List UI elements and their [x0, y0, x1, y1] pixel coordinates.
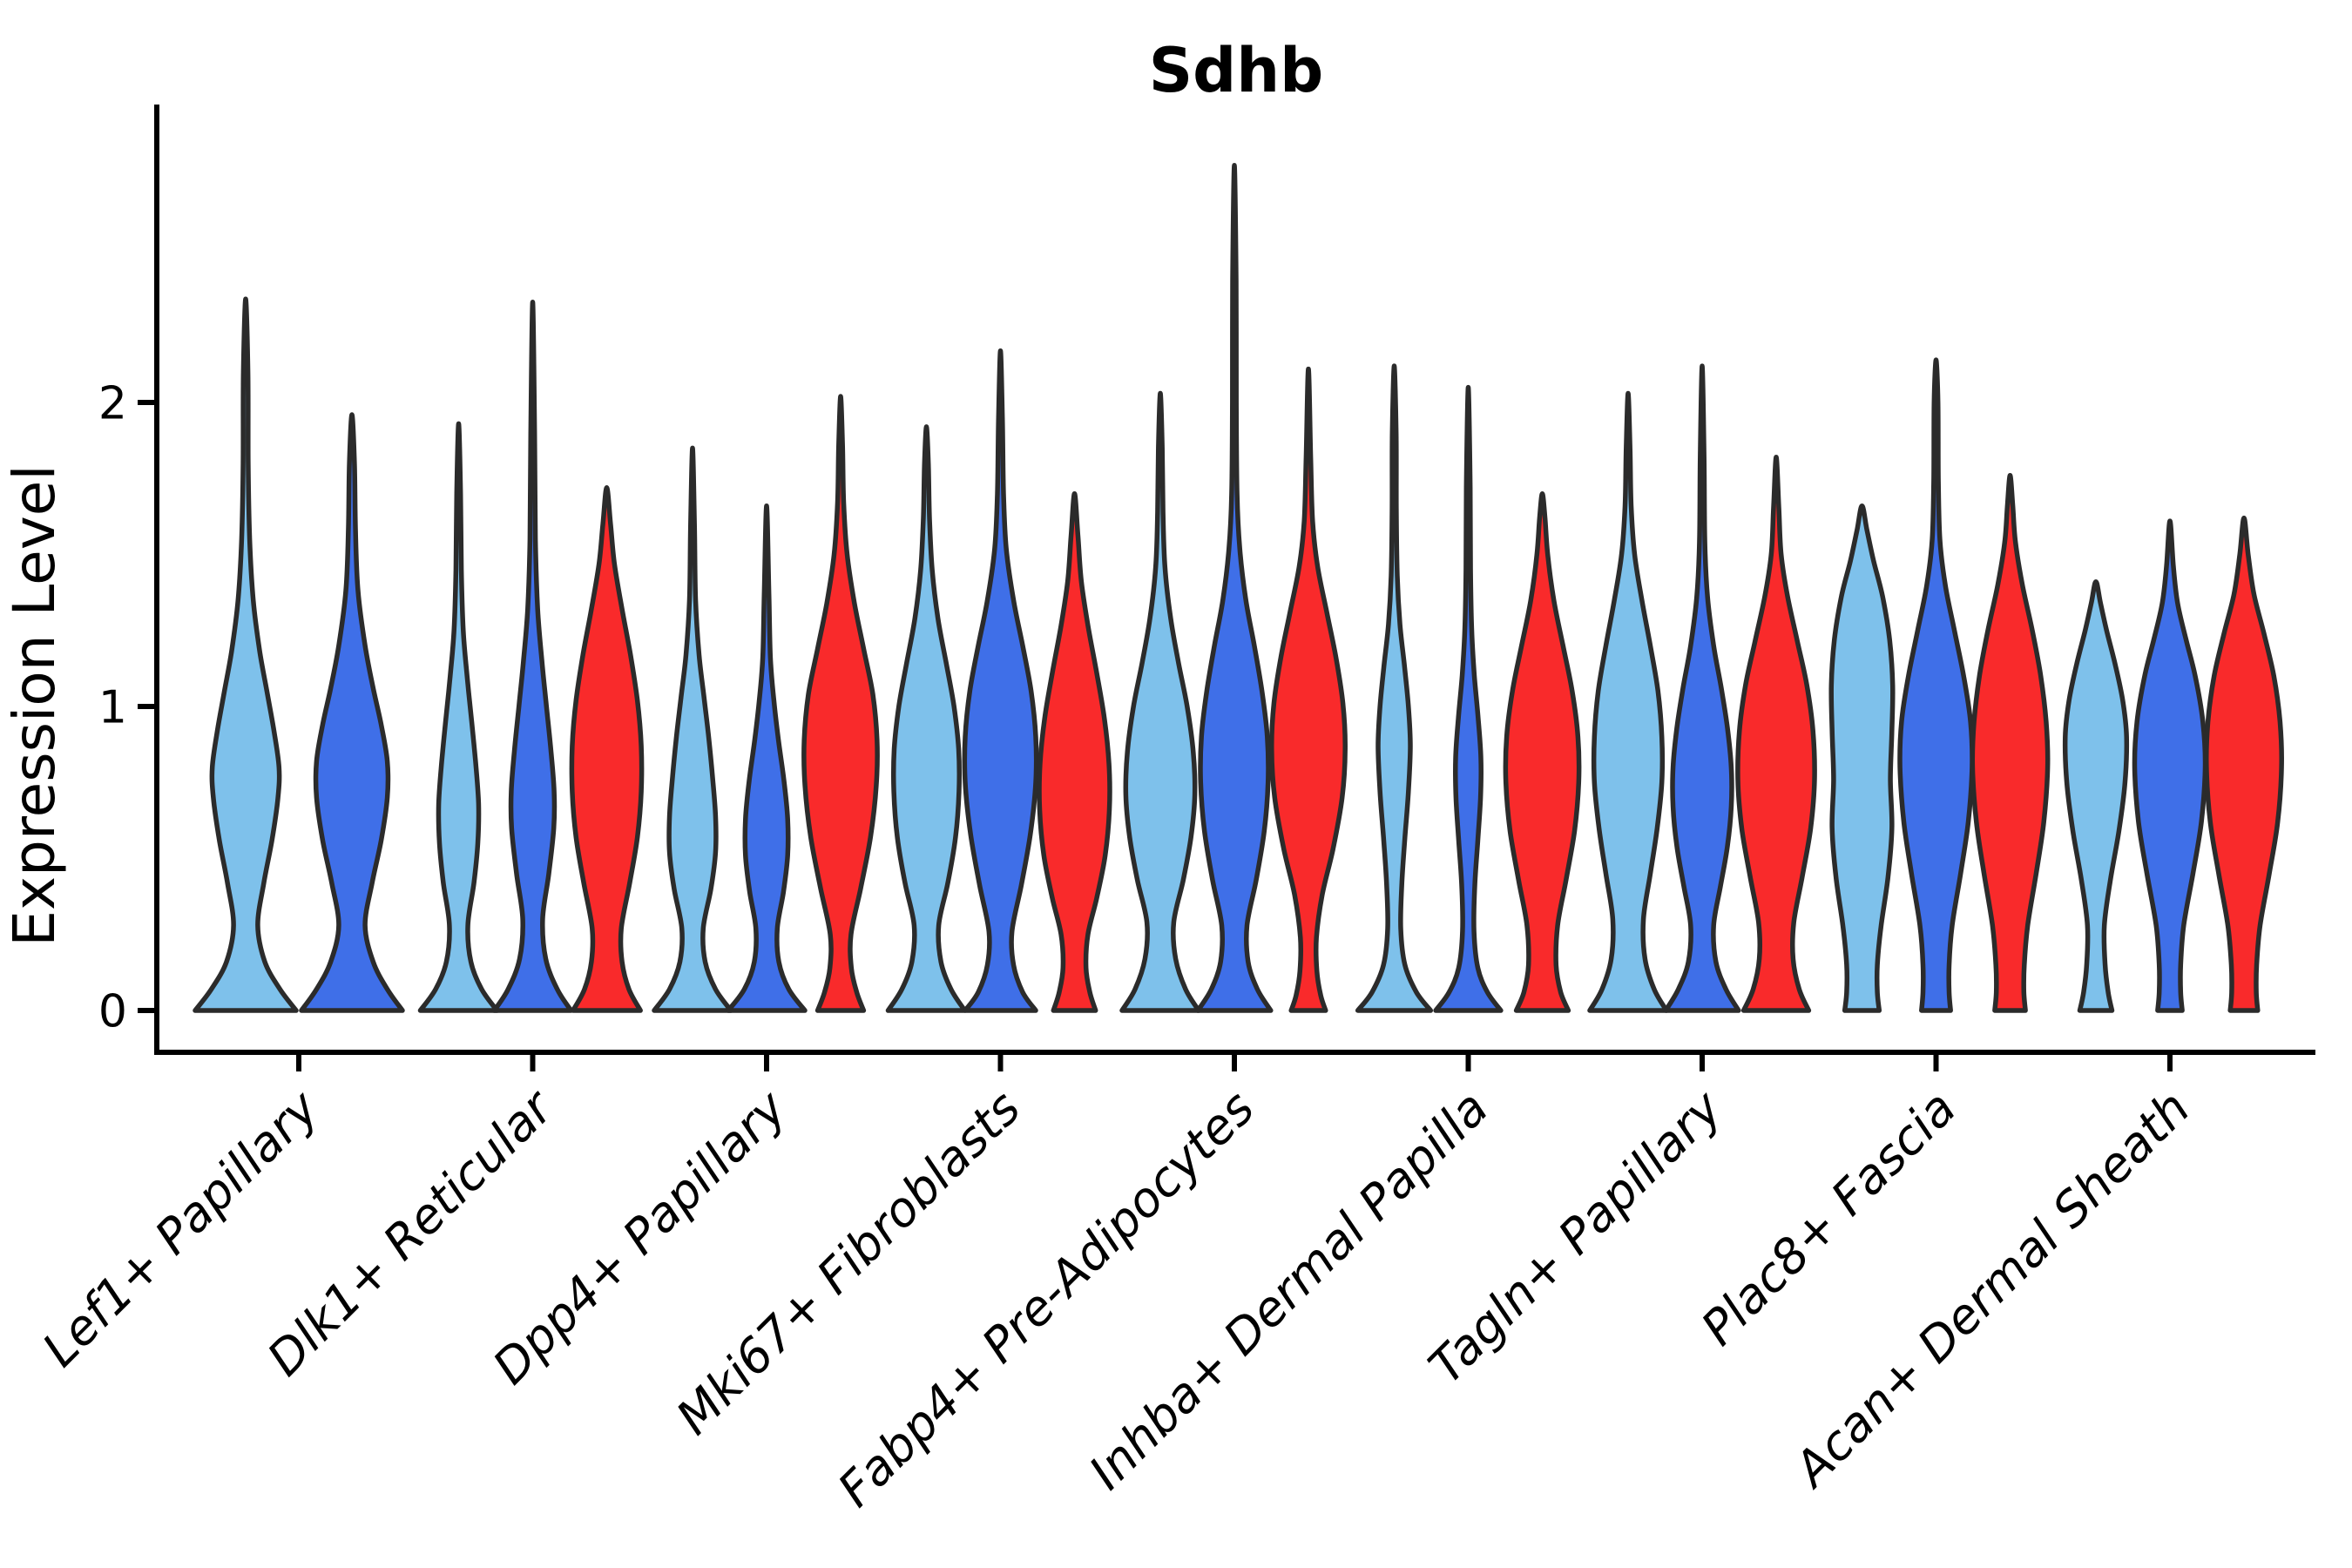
violin-mki67-fibroblasts-dark_blue: [962, 348, 1039, 1013]
violin-dpp4-papillary-dark_blue: [726, 503, 808, 1013]
y-tick-label: 2: [98, 378, 127, 430]
y-tick-label: 1: [98, 682, 127, 734]
violin-tagln-papillary-light_blue: [1587, 390, 1669, 1013]
x-tick-label: Inhba+ Dermal Papilla: [1078, 1080, 1498, 1500]
y-axis-title: Expression Level: [1, 464, 68, 946]
violin-dpp4-papillary-light_blue: [652, 445, 733, 1013]
axis-spines: [154, 105, 2315, 1055]
x-tick-label: Acan+ Dermal Sheath: [1781, 1080, 2200, 1499]
violin-acan-dermal-sheath-red: [2204, 515, 2284, 1013]
violin-mki67-fibroblasts-light_blue: [885, 424, 968, 1013]
violin-tagln-papillary-red: [1735, 455, 1817, 1013]
violin-inhba-dermal-papilla-light_blue: [1355, 363, 1434, 1013]
violin-plac8-fascia-dark_blue: [1897, 357, 1975, 1013]
chart-title: Sdhb: [1149, 35, 1323, 106]
violin-fabp4-pre-adipocytes-red: [1269, 366, 1348, 1013]
violin-plac8-fascia-red: [1970, 473, 2051, 1013]
violin-tagln-papillary-dark_blue: [1663, 363, 1741, 1013]
violin-inhba-dermal-papilla-dark_blue: [1433, 384, 1504, 1013]
violin-acan-dermal-sheath-light_blue: [2062, 579, 2130, 1013]
violin-fabp4-pre-adipocytes-light_blue: [1119, 390, 1201, 1013]
violin-acan-dermal-sheath-dark_blue: [2132, 518, 2208, 1013]
violin-dlk1-reticular-red: [569, 484, 645, 1013]
y-tick-label: 0: [98, 986, 127, 1038]
violin-dlk1-reticular-dark_blue: [491, 300, 574, 1013]
violin-lef1-papillary-light_blue: [193, 296, 299, 1013]
violins-layer: [193, 163, 2284, 1013]
violin-inhba-dermal-papilla-red: [1503, 490, 1582, 1013]
violin-dpp4-papillary-red: [801, 394, 880, 1013]
violin-plac8-fascia-light_blue: [1828, 503, 1896, 1013]
violin-lef1-papillary-dark_blue: [299, 412, 405, 1013]
violin-mki67-fibroblasts-red: [1037, 490, 1112, 1013]
x-tick-label: Fabp4+ Pre-Adipocytes: [828, 1080, 1265, 1517]
x-tick-label: Plac8+ Fascia: [1691, 1080, 1967, 1356]
violin-dlk1-reticular-light_blue: [417, 421, 500, 1013]
violin-fabp4-pre-adipocytes-dark_blue: [1195, 163, 1274, 1013]
